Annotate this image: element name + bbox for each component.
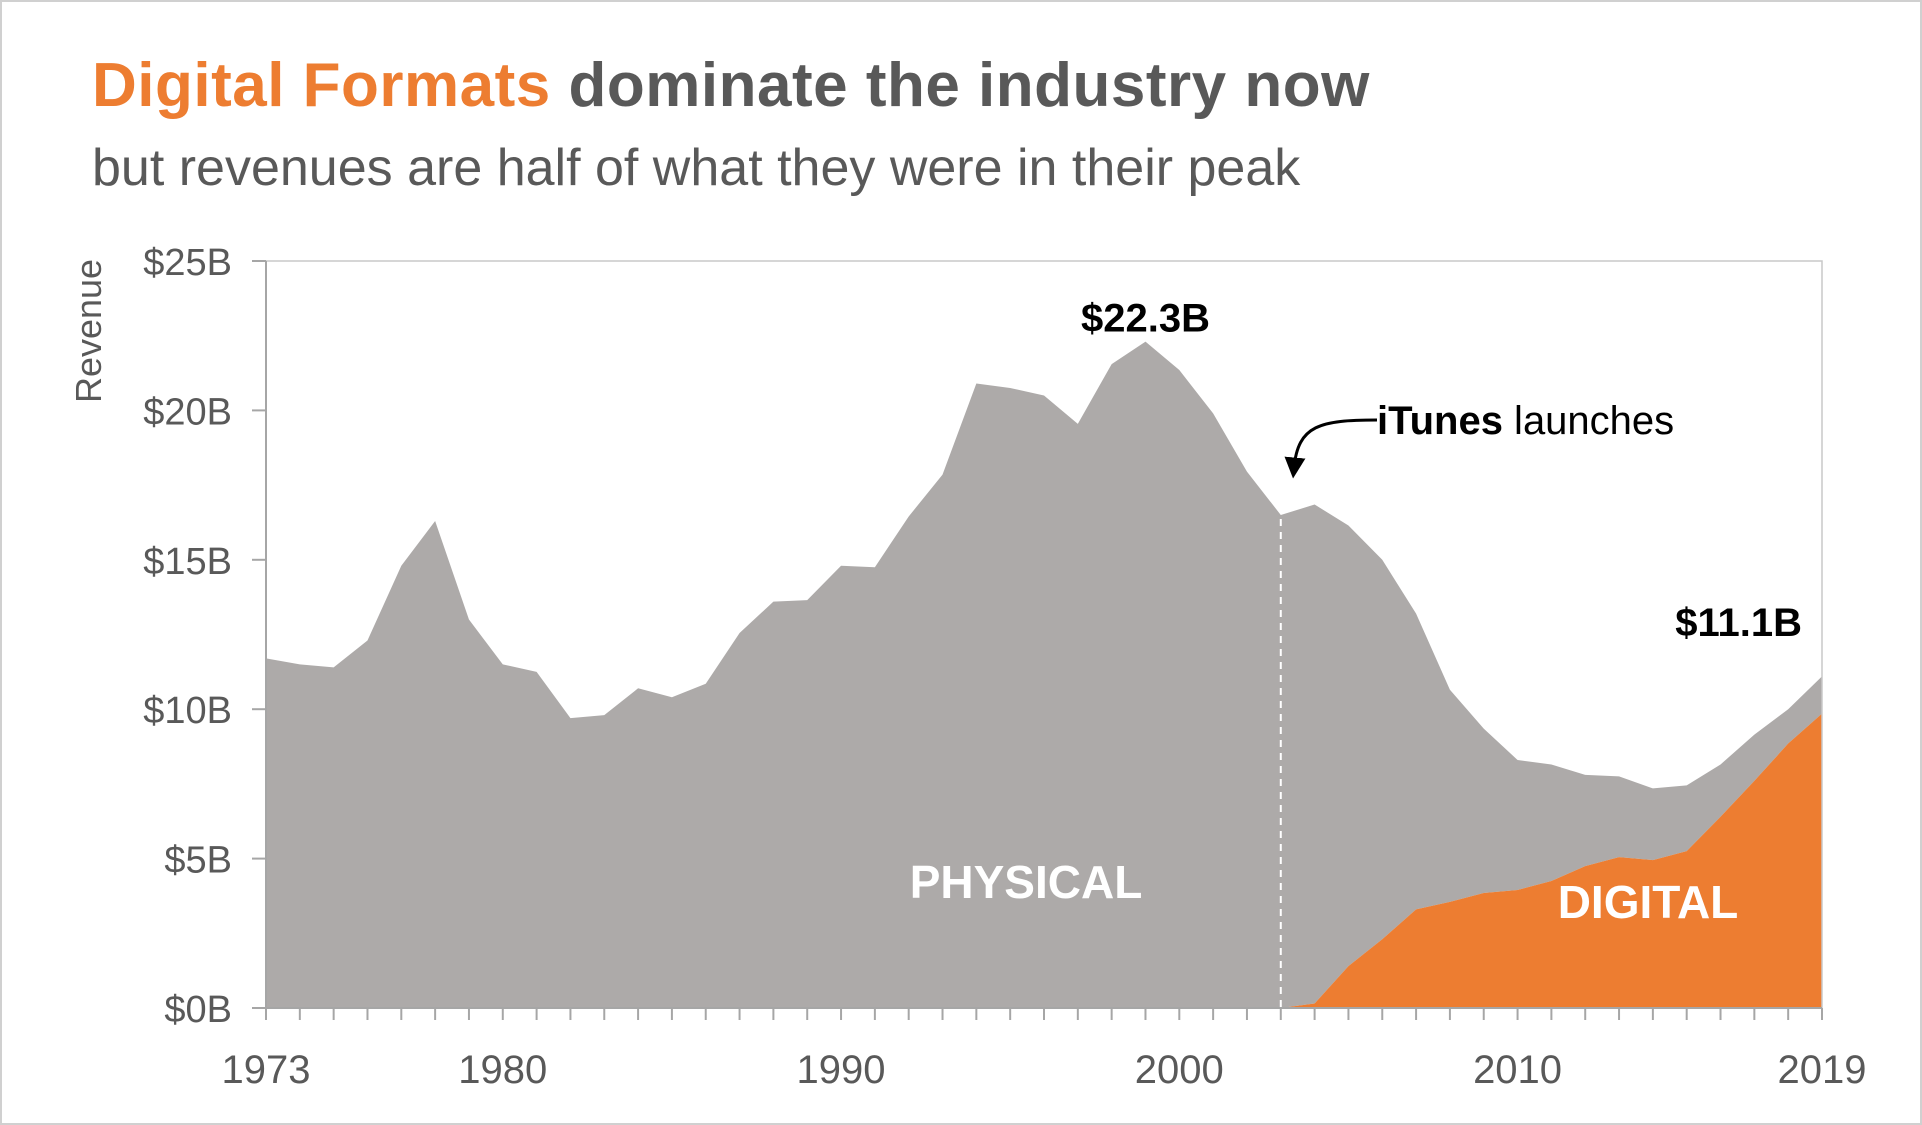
physical-area-label: PHYSICAL xyxy=(910,856,1143,908)
x-tick-label: 1990 xyxy=(797,1048,886,1092)
y-tick-label: $10B xyxy=(143,690,232,732)
x-tick-label: 1973 xyxy=(222,1048,311,1092)
y-tick-label: $5B xyxy=(164,840,232,882)
physical-area xyxy=(266,341,1822,1008)
itunes-annotation: iTunes launches xyxy=(1377,399,1674,443)
itunes-arrow xyxy=(1284,418,1378,479)
digital-area-label: DIGITAL xyxy=(1558,876,1739,928)
chart-title-rest: dominate the industry now xyxy=(568,51,1370,120)
itunes-annotation-rest: launches xyxy=(1503,399,1674,443)
chart-subtitle: but revenues are half of what they were … xyxy=(92,139,1301,197)
chart-title: Digital Formats dominate the industry no… xyxy=(92,50,1370,121)
itunes-annotation-bold: iTunes xyxy=(1377,399,1503,443)
x-tick-label: 1980 xyxy=(458,1048,547,1092)
latest-value-label: $11.1B xyxy=(1675,601,1802,645)
y-axis-title: Revenue xyxy=(68,259,109,403)
y-tick-label: $20B xyxy=(143,391,232,433)
x-tick-label: 2019 xyxy=(1778,1048,1867,1092)
y-tick-label: $15B xyxy=(143,541,232,583)
peak-value-label: $22.3B xyxy=(1081,297,1210,341)
y-tick-label: $0B xyxy=(164,989,232,1031)
x-tick-label: 2000 xyxy=(1135,1048,1224,1092)
x-tick-label: 2010 xyxy=(1473,1048,1562,1092)
chart-title-highlight: Digital Formats xyxy=(92,51,551,120)
digital-area xyxy=(266,713,1822,1008)
y-tick-label: $25B xyxy=(143,242,232,284)
